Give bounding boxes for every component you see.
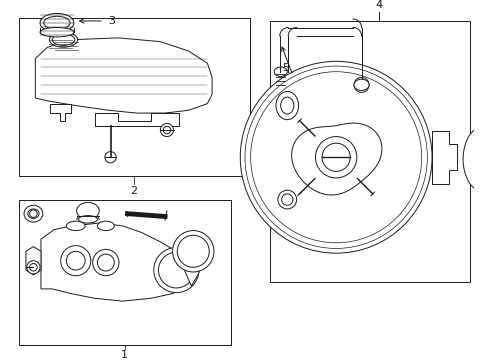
Circle shape <box>160 123 173 136</box>
Circle shape <box>240 61 431 253</box>
Ellipse shape <box>77 202 99 219</box>
Circle shape <box>172 231 214 272</box>
Ellipse shape <box>97 221 114 231</box>
Polygon shape <box>35 38 212 113</box>
Text: 3: 3 <box>108 16 115 26</box>
Ellipse shape <box>462 126 488 192</box>
Ellipse shape <box>277 190 296 209</box>
Circle shape <box>153 248 199 293</box>
Polygon shape <box>50 104 71 121</box>
Polygon shape <box>41 223 191 301</box>
Bar <box>20 18 249 176</box>
Text: 1: 1 <box>121 350 128 360</box>
Ellipse shape <box>28 209 39 219</box>
Ellipse shape <box>40 13 74 32</box>
Circle shape <box>104 152 116 163</box>
Ellipse shape <box>24 205 43 222</box>
Ellipse shape <box>79 216 97 223</box>
Text: 5: 5 <box>281 63 288 73</box>
Circle shape <box>27 261 40 274</box>
Ellipse shape <box>40 27 74 37</box>
Ellipse shape <box>274 67 286 76</box>
Circle shape <box>478 137 488 147</box>
Circle shape <box>92 249 119 276</box>
Ellipse shape <box>49 32 78 47</box>
Ellipse shape <box>275 91 298 120</box>
Circle shape <box>322 143 349 171</box>
Polygon shape <box>291 123 381 195</box>
Circle shape <box>61 246 91 276</box>
Polygon shape <box>431 131 456 184</box>
Circle shape <box>315 136 356 178</box>
Ellipse shape <box>66 221 85 231</box>
Circle shape <box>353 77 368 93</box>
Circle shape <box>478 167 488 177</box>
Text: 2: 2 <box>130 186 137 197</box>
Ellipse shape <box>353 79 368 90</box>
Polygon shape <box>26 247 41 275</box>
Polygon shape <box>176 247 202 286</box>
Polygon shape <box>94 113 179 126</box>
Bar <box>270 21 468 282</box>
Text: 4: 4 <box>375 0 382 10</box>
Bar <box>20 199 230 345</box>
